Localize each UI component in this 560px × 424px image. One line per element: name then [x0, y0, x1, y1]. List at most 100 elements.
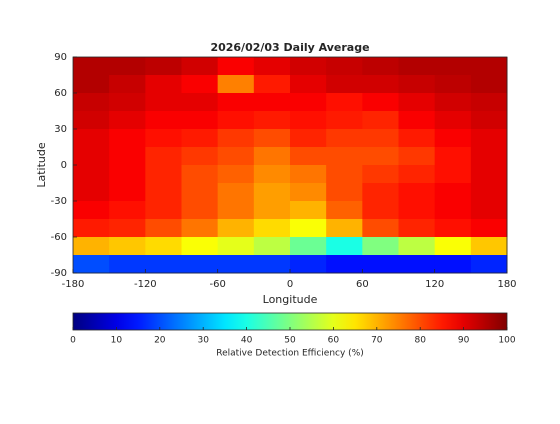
colorbar-tick-label: 30	[197, 336, 209, 346]
heat-cell	[470, 219, 508, 238]
colorbar-tick-label: 80	[414, 336, 426, 346]
heat-cell	[145, 183, 182, 202]
heat-cell	[290, 219, 327, 238]
heat-cell	[362, 255, 399, 274]
heat-cell	[326, 219, 363, 238]
heat-cell	[145, 75, 182, 94]
heat-cell	[290, 147, 327, 166]
heat-cell	[398, 57, 436, 76]
heat-cell	[73, 111, 110, 130]
heat-cell	[398, 75, 436, 94]
x-tick-label: 60	[356, 279, 369, 290]
heat-cell	[217, 111, 255, 130]
heat-cell	[326, 237, 363, 256]
heat-cell	[217, 201, 255, 220]
heat-cell	[145, 219, 182, 238]
heat-cell	[326, 111, 363, 130]
heat-cell	[362, 201, 399, 220]
heat-cell	[362, 129, 399, 148]
heat-cell	[181, 129, 219, 148]
heat-cell	[181, 201, 219, 220]
colorbar-tick-label: 20	[154, 336, 166, 346]
colorbar-tick-label: 40	[241, 336, 253, 346]
heat-cell	[253, 183, 291, 202]
heat-cell	[145, 201, 182, 220]
x-tick-label: -180	[62, 279, 85, 290]
chart-title: 2026/02/03 Daily Average	[210, 41, 369, 54]
x-tick-label: 180	[497, 279, 516, 290]
y-tick-label: -30	[51, 196, 67, 207]
y-tick-label: 30	[54, 124, 67, 135]
y-tick-label: -60	[51, 232, 67, 243]
colorbar-label: Relative Detection Efficiency (%)	[216, 349, 364, 359]
heat-cell	[290, 75, 327, 94]
heat-cell	[470, 165, 508, 184]
heat-cell	[398, 147, 436, 166]
heat-cell	[362, 111, 399, 130]
heat-cell	[326, 75, 363, 94]
heat-cell	[73, 201, 110, 220]
heat-cell	[109, 255, 146, 274]
heat-cell	[181, 255, 219, 274]
heat-cell	[217, 255, 255, 274]
heatmap	[73, 57, 508, 274]
heat-cell	[73, 255, 110, 274]
colorbar-tick-label: 10	[111, 336, 123, 346]
heat-cell	[398, 183, 436, 202]
heat-cell	[434, 129, 472, 148]
heat-cell	[362, 147, 399, 166]
x-tick-label: 0	[287, 279, 293, 290]
heat-cell	[217, 219, 255, 238]
heat-cell	[145, 57, 182, 76]
heat-cell	[73, 75, 110, 94]
heat-cell	[253, 93, 291, 112]
heat-cell	[109, 201, 146, 220]
heat-cell	[73, 237, 110, 256]
heat-cell	[362, 219, 399, 238]
heat-cell	[398, 165, 436, 184]
colorbar-tick-label: 100	[498, 336, 515, 346]
heat-cell	[73, 147, 110, 166]
heat-cell	[290, 129, 327, 148]
heat-cell	[470, 129, 508, 148]
heat-cell	[434, 237, 472, 256]
heat-cell	[290, 111, 327, 130]
heat-cell	[109, 111, 146, 130]
heat-cell	[362, 165, 399, 184]
heat-cell	[434, 219, 472, 238]
x-axis-label: Longitude	[263, 293, 318, 306]
heat-cell	[73, 183, 110, 202]
heat-cell	[470, 111, 508, 130]
heat-cell	[398, 129, 436, 148]
heat-cell	[217, 183, 255, 202]
heat-cell	[434, 201, 472, 220]
heat-cell	[253, 255, 291, 274]
heat-cell	[109, 75, 146, 94]
heat-cell	[73, 93, 110, 112]
heat-cell	[398, 237, 436, 256]
heat-cell	[253, 219, 291, 238]
heat-cell	[253, 147, 291, 166]
colorbar-tick-label: 90	[458, 336, 470, 346]
heat-cell	[109, 57, 146, 76]
heat-cell	[362, 93, 399, 112]
heat-cell	[434, 75, 472, 94]
y-tick-label: 0	[61, 160, 67, 171]
heat-cell	[73, 57, 110, 76]
heat-cell	[217, 237, 255, 256]
heat-cell	[109, 129, 146, 148]
heat-cell	[290, 255, 327, 274]
heat-cell	[181, 111, 219, 130]
heat-cell	[434, 57, 472, 76]
heat-cell	[253, 165, 291, 184]
heat-cell	[253, 111, 291, 130]
heat-cell	[362, 57, 399, 76]
heat-cell	[362, 183, 399, 202]
heat-cell	[362, 237, 399, 256]
heat-cell	[217, 93, 255, 112]
x-tick-label: -120	[134, 279, 157, 290]
heat-cell	[145, 147, 182, 166]
heat-cell	[109, 93, 146, 112]
